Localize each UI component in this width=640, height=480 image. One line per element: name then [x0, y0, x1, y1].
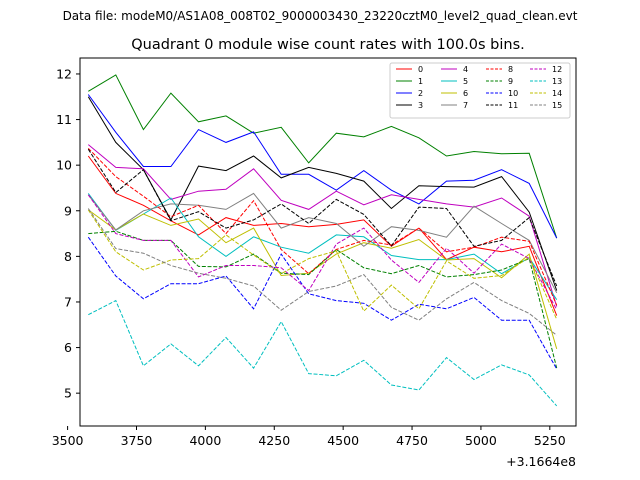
- series-line-11: [87, 148, 558, 287]
- series-line-7: [87, 192, 558, 294]
- legend-label-13: 13: [552, 77, 562, 86]
- y-tick-label: 5: [64, 386, 72, 401]
- series-line-2: [87, 94, 558, 239]
- series-line-12: [87, 194, 558, 310]
- legend-label-15: 15: [552, 101, 562, 110]
- series-layer: [87, 74, 558, 407]
- legend-box: [389, 62, 571, 119]
- legend-label-0: 0: [418, 65, 423, 74]
- x-tick-label: 3750: [121, 433, 153, 448]
- legend-label-5: 5: [463, 77, 468, 86]
- legend-label-9: 9: [508, 77, 513, 86]
- series-line-15: [87, 208, 558, 336]
- legend-label-3: 3: [418, 101, 423, 110]
- y-tick-label: 11: [56, 112, 72, 127]
- x-axis-ticks: 3500 3750 4000 4250 4500 4750 5000 5250: [52, 426, 566, 448]
- legend-label-7: 7: [463, 101, 468, 110]
- series-line-4: [87, 144, 558, 307]
- legend-label-4: 4: [463, 65, 468, 74]
- y-tick-label: 7: [64, 294, 72, 309]
- x-tick-label: 3500: [52, 433, 84, 448]
- x-tick-label: 4500: [327, 433, 359, 448]
- y-axis-ticks: 5 6 7 8 9 10 11 12: [56, 66, 80, 401]
- series-line-9: [88, 230, 558, 369]
- series-line-13: [88, 299, 558, 407]
- legend-label-8: 8: [508, 65, 513, 74]
- x-tick-label: 5250: [534, 433, 566, 448]
- y-tick-label: 6: [64, 340, 72, 355]
- legend-label-14: 14: [552, 89, 562, 98]
- legend-label-12: 12: [552, 65, 562, 74]
- x-tick-label: 4000: [189, 433, 221, 448]
- y-tick-label: 12: [56, 66, 72, 81]
- series-line-6: [88, 209, 558, 350]
- chart-title: Quadrant 0 module wise count rates with …: [131, 37, 525, 53]
- x-tick-label: 4750: [396, 433, 428, 448]
- axes-frame: [79, 57, 577, 427]
- y-tick-label: 10: [56, 158, 72, 173]
- legend-label-10: 10: [508, 89, 518, 98]
- legend-label-6: 6: [463, 89, 468, 98]
- series-line-0: [87, 155, 558, 316]
- x-tick-label: 4250: [258, 433, 290, 448]
- plot-area: [79, 57, 577, 427]
- legend-label-2: 2: [418, 89, 423, 98]
- x-tick-label: 5000: [465, 433, 497, 448]
- y-tick-label: 9: [64, 203, 72, 218]
- data-file-header: Data file: modeM0/AS1A08_008T02_90000034…: [63, 9, 578, 23]
- y-tick-label: 8: [64, 249, 72, 264]
- x-axis-offset-label: +3.1664e8: [506, 454, 576, 469]
- series-line-14: [87, 209, 558, 320]
- legend-label-11: 11: [508, 101, 518, 110]
- legend-label-1: 1: [418, 77, 423, 86]
- series-line-5: [87, 193, 558, 300]
- series-line-1: [88, 74, 558, 239]
- series-line-10: [87, 236, 558, 370]
